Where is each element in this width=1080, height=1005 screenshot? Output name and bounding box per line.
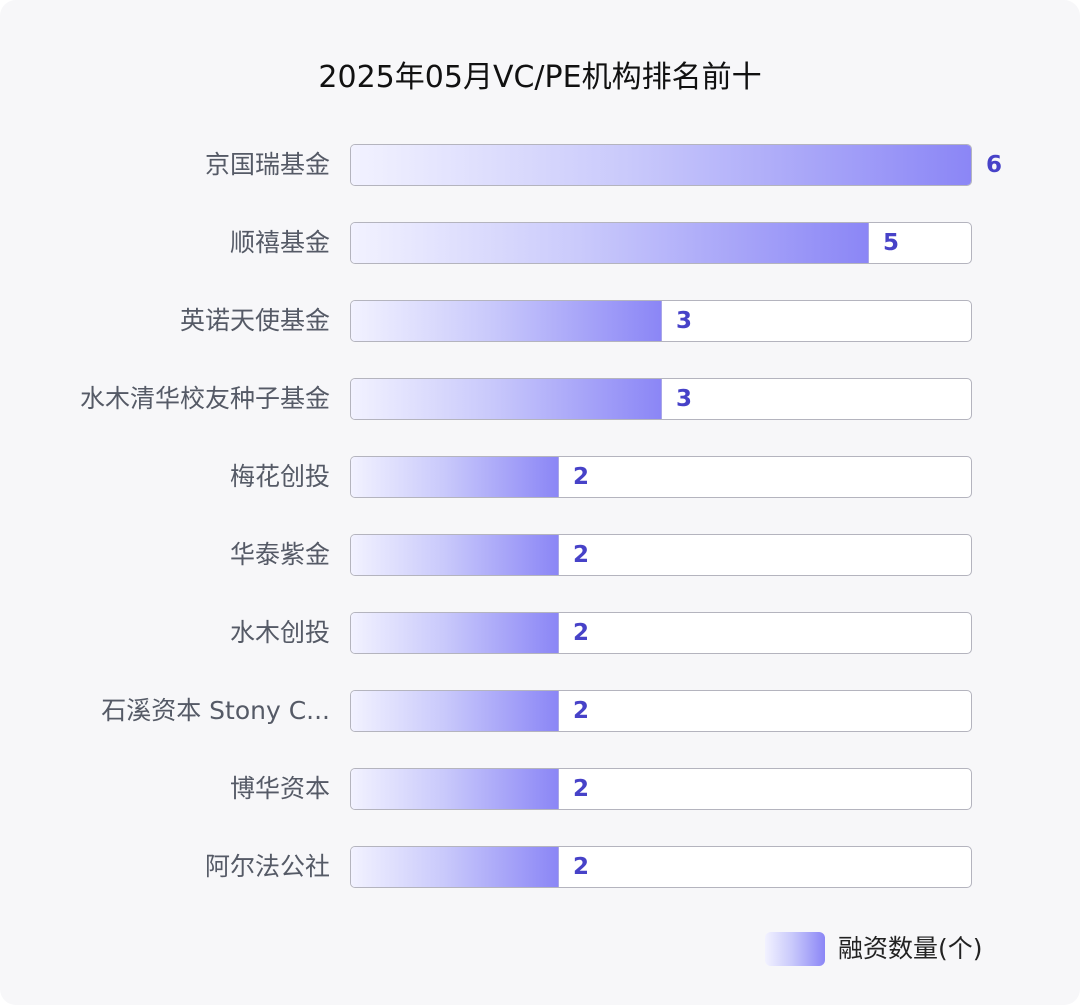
value-label: 2	[573, 776, 590, 802]
bar	[351, 847, 559, 887]
value-label: 2	[573, 854, 590, 880]
bar-row: 石溪资本 Stony C... 2	[0, 690, 1080, 732]
bar-row: 华泰紫金 2	[0, 534, 1080, 576]
bar-track	[350, 222, 972, 264]
category-label: 华泰紫金	[229, 540, 330, 569]
category-label: 英诺天使基金	[179, 306, 330, 335]
bar	[351, 301, 662, 341]
bar-row: 梅花创投 2	[0, 456, 1080, 498]
category-label: 阿尔法公社	[204, 852, 330, 881]
category-label: 水木创投	[229, 618, 330, 647]
value-label: 2	[573, 698, 590, 724]
value-label: 3	[676, 386, 693, 412]
bar	[351, 613, 559, 653]
bar-row: 顺禧基金 5	[0, 222, 1080, 264]
bar-track	[350, 534, 972, 576]
value-label: 5	[883, 230, 900, 256]
value-label: 2	[573, 542, 590, 568]
bar-track	[350, 456, 972, 498]
bar-row: 水木清华校友种子基金 3	[0, 378, 1080, 420]
legend-swatch	[765, 932, 825, 966]
bar	[351, 691, 559, 731]
category-label: 梅花创投	[229, 462, 330, 491]
bar	[351, 145, 971, 185]
category-label: 石溪资本 Stony C...	[101, 696, 330, 725]
bar	[351, 535, 559, 575]
bar-track	[350, 690, 972, 732]
category-label: 水木清华校友种子基金	[79, 384, 330, 413]
bar-row: 水木创投 2	[0, 612, 1080, 654]
value-label: 2	[573, 464, 590, 490]
bar-track	[350, 300, 972, 342]
value-label: 3	[676, 308, 693, 334]
category-label: 京国瑞基金	[204, 150, 330, 179]
bar-track	[350, 144, 972, 186]
category-label: 博华资本	[229, 774, 330, 803]
bar-row: 博华资本 2	[0, 768, 1080, 810]
bar	[351, 769, 559, 809]
chart-title: 2025年05月VC/PE机构排名前十	[318, 60, 762, 95]
bar-row: 英诺天使基金 3	[0, 300, 1080, 342]
legend-label: 融资数量(个)	[838, 934, 983, 963]
bar-row: 阿尔法公社 2	[0, 846, 1080, 888]
bar-row: 京国瑞基金 6	[0, 144, 1080, 186]
category-label: 顺禧基金	[229, 228, 330, 257]
bar-track	[350, 768, 972, 810]
bar	[351, 379, 662, 419]
bar-track	[350, 846, 972, 888]
value-label: 6	[986, 152, 1003, 178]
bar-track	[350, 612, 972, 654]
bar	[351, 223, 869, 263]
value-label: 2	[573, 620, 590, 646]
bar	[351, 457, 559, 497]
bar-track	[350, 378, 972, 420]
